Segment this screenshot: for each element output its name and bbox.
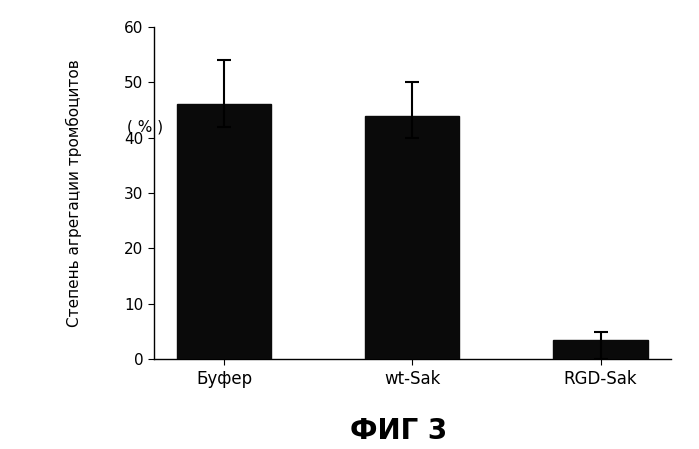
Text: ФИГ 3: ФИГ 3: [350, 417, 447, 445]
Bar: [366, 115, 459, 359]
Bar: [554, 340, 647, 359]
Bar: [178, 105, 271, 359]
Y-axis label: Степень агрегации тромбоцитов: Степень агрегации тромбоцитов: [66, 59, 82, 327]
Text: ( % ): ( % ): [127, 119, 164, 134]
